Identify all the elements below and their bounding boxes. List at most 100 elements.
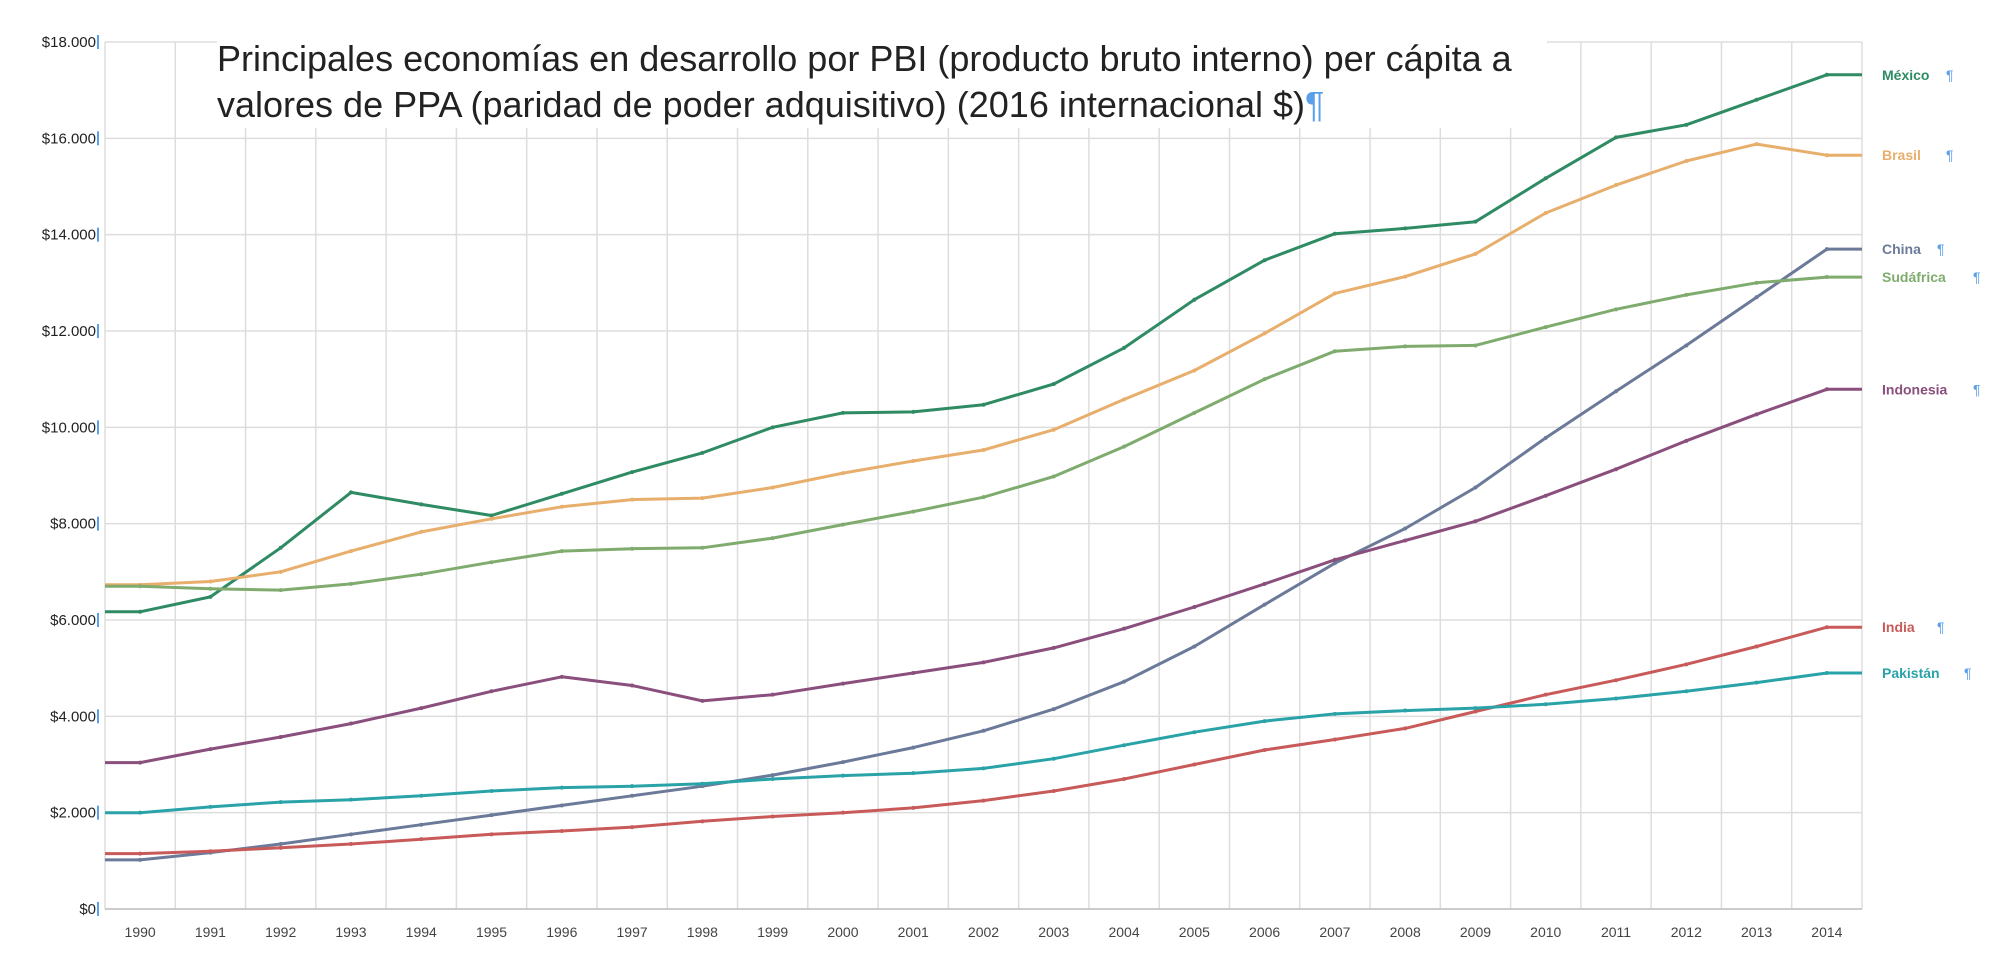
paragraph-mark-icon: ¶ <box>1937 241 1945 257</box>
data-point <box>1192 762 1197 767</box>
x-tick-label: 2014 <box>1811 924 1842 940</box>
data-point <box>1473 519 1478 524</box>
data-point <box>1614 135 1619 140</box>
data-point <box>700 496 705 501</box>
data-point <box>419 529 424 534</box>
data-point <box>1051 707 1056 712</box>
x-tick-label: 2007 <box>1319 924 1350 940</box>
chart-title: Principales economías en desarrollo por … <box>217 36 1547 128</box>
data-point <box>1614 696 1619 701</box>
data-point <box>770 776 775 781</box>
data-point <box>1754 412 1759 417</box>
data-point <box>911 771 916 776</box>
data-point <box>1824 387 1829 392</box>
data-point <box>1192 410 1197 415</box>
paragraph-mark-icon <box>97 35 99 49</box>
data-point <box>1332 231 1337 236</box>
data-point <box>1824 670 1829 675</box>
data-point <box>419 572 424 577</box>
data-point <box>840 810 845 815</box>
data-point <box>419 706 424 711</box>
y-tick-label: $4.000 <box>50 708 96 725</box>
data-point <box>1473 251 1478 256</box>
data-point <box>1332 737 1337 742</box>
data-point <box>419 822 424 827</box>
series-line-indonesia <box>105 387 1862 765</box>
data-point <box>1684 158 1689 163</box>
data-point <box>1473 709 1478 714</box>
data-point <box>1192 368 1197 373</box>
data-point <box>840 522 845 527</box>
x-tick-label: 2013 <box>1741 924 1772 940</box>
y-tick-label: $12.000 <box>42 323 96 340</box>
data-point <box>840 410 845 415</box>
data-point <box>419 837 424 842</box>
series-labels: México ¶ Brasil ¶ China ¶ Sudáfrica ¶ Indonesia ¶… <box>1882 67 1981 681</box>
data-point <box>1122 776 1127 781</box>
data-point <box>489 689 494 694</box>
data-point <box>911 670 916 675</box>
data-point <box>700 450 705 455</box>
data-point <box>981 660 986 665</box>
data-point <box>1051 427 1056 432</box>
data-point <box>489 813 494 818</box>
data-point <box>840 471 845 476</box>
paragraph-mark-icon: ¶ <box>1964 665 1972 681</box>
data-point <box>208 586 213 591</box>
data-point <box>1332 349 1337 354</box>
data-point <box>1754 644 1759 649</box>
data-point <box>489 560 494 565</box>
data-point <box>770 692 775 697</box>
data-point <box>348 832 353 837</box>
data-point <box>911 409 916 414</box>
x-tick-label: 2008 <box>1390 924 1421 940</box>
x-tick-label: 1992 <box>265 924 296 940</box>
data-point <box>770 536 775 541</box>
y-tick-label: $14.000 <box>42 227 96 244</box>
x-tick-label: 1990 <box>125 924 156 940</box>
data-point <box>1824 153 1829 158</box>
data-point <box>559 504 564 509</box>
data-point <box>348 797 353 802</box>
data-point <box>138 609 143 614</box>
x-tick-label: 1995 <box>476 924 507 940</box>
data-point <box>981 447 986 452</box>
data-point <box>419 793 424 798</box>
data-point <box>1473 343 1478 348</box>
data-point <box>630 470 635 475</box>
data-point <box>630 683 635 688</box>
y-tick-label: $2.000 <box>50 805 96 822</box>
data-point <box>1614 183 1619 188</box>
data-point <box>1122 345 1127 350</box>
paragraph-mark-icon <box>97 805 99 820</box>
data-point <box>138 810 143 815</box>
x-tick-label: 1994 <box>406 924 437 940</box>
data-point <box>348 841 353 846</box>
data-point <box>770 814 775 819</box>
data-point <box>559 828 564 833</box>
y-tick-label: $16.000 <box>42 130 96 147</box>
paragraph-mark-icon <box>97 324 99 338</box>
data-point <box>1824 625 1829 630</box>
data-point <box>770 485 775 490</box>
data-point <box>1262 377 1267 382</box>
data-point <box>278 800 283 805</box>
data-point <box>981 766 986 771</box>
data-point <box>1684 438 1689 443</box>
data-point <box>278 569 283 574</box>
data-point <box>1262 331 1267 336</box>
x-tick-label: 1999 <box>757 924 788 940</box>
data-point <box>911 459 916 464</box>
data-point <box>138 857 143 862</box>
paragraph-mark-icon <box>97 709 99 724</box>
data-point <box>1543 493 1548 498</box>
data-point <box>1192 604 1197 609</box>
data-point <box>1543 325 1548 330</box>
data-point <box>1122 626 1127 631</box>
data-point <box>630 793 635 798</box>
data-point <box>348 549 353 554</box>
data-point <box>348 721 353 726</box>
data-point <box>630 825 635 830</box>
data-point <box>1614 307 1619 312</box>
